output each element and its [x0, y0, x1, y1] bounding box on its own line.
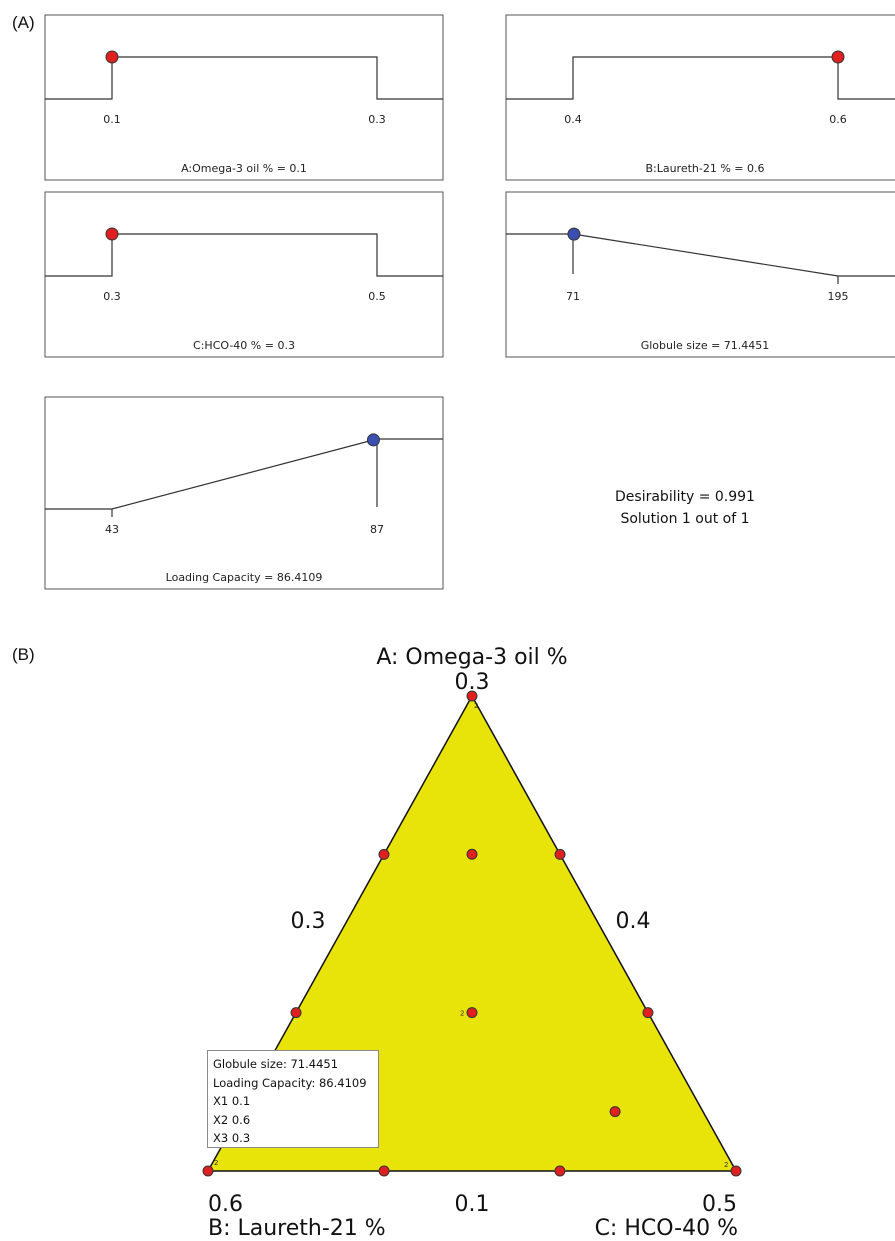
replicate-count: 2	[214, 1159, 218, 1167]
ramp-high-label: 87	[370, 523, 384, 536]
design-point	[609, 1106, 621, 1118]
vertex-a-value: 0.3	[455, 670, 490, 695]
ramp-marker	[105, 50, 119, 64]
axis-a-label: A: Omega-3 oil %	[376, 645, 567, 670]
ramp-caption: B:Laureth-21 % = 0.6	[645, 162, 764, 175]
design-point	[466, 1007, 478, 1019]
design-point	[554, 848, 566, 860]
edge-left-label: 0.3	[291, 909, 326, 934]
tooltip-x1: X1 0.1	[213, 1094, 251, 1108]
axis-c-label: C: HCO-40 %	[595, 1216, 738, 1241]
ramp-caption: C:HCO-40 % = 0.3	[193, 339, 295, 352]
ramp-box	[505, 191, 895, 358]
design-point	[730, 1165, 742, 1177]
edge-right-label: 0.4	[616, 909, 651, 934]
ramp-low-label: 71	[566, 290, 580, 303]
ramp-caption: Loading Capacity = 86.4109	[166, 571, 323, 584]
design-point	[554, 1165, 566, 1177]
desirability-value: Desirability = 0.991	[615, 489, 755, 505]
vertex-b-value: 0.6	[208, 1192, 243, 1217]
design-point	[466, 848, 478, 860]
ramp-low-label: 0.1	[103, 113, 121, 126]
replicate-count: 2	[724, 1161, 728, 1169]
design-point	[642, 1007, 654, 1019]
point-tooltip: Globule size: 71.4451 Loading Capacity: …	[207, 1050, 379, 1148]
replicate-count: 2	[460, 1010, 464, 1018]
tooltip-loading-capacity: Loading Capacity: 86.4109	[213, 1075, 367, 1090]
ramp-box	[44, 191, 444, 358]
ramp-high-label: 0.3	[368, 113, 386, 126]
ramp-high-label: 195	[828, 290, 849, 303]
edge-bottom-label: 0.1	[455, 1192, 490, 1217]
replicate-count: 2	[474, 702, 478, 710]
ramp-box	[44, 14, 444, 181]
desirability-curve	[45, 233, 443, 277]
desirability-curve	[45, 438, 443, 510]
ramp-marker	[105, 227, 119, 241]
ramp-low-label: 0.3	[103, 290, 121, 303]
ramp-marker	[831, 50, 845, 64]
ramp-high-label: 0.6	[829, 113, 847, 126]
ramp-low-label: 0.4	[564, 113, 582, 126]
panel-a-label: (A)	[12, 13, 35, 32]
desirability-curve	[506, 56, 895, 100]
ramp-box	[44, 396, 444, 590]
ramp-marker	[567, 227, 581, 241]
desirability-curve	[506, 233, 895, 277]
desirability-summary: Desirability = 0.991 Solution 1 out of 1	[580, 486, 790, 530]
solution-count: Solution 1 out of 1	[620, 511, 750, 527]
ramp-marker	[366, 433, 380, 447]
vertex-c-value: 0.5	[702, 1192, 737, 1217]
design-point	[290, 1007, 302, 1019]
ramp-box	[505, 14, 895, 181]
desirability-curve	[45, 56, 443, 100]
tooltip-x3: X3 0.3	[213, 1131, 251, 1145]
ramp-low-label: 43	[105, 523, 119, 536]
design-point	[378, 1165, 390, 1177]
design-point	[202, 1165, 214, 1177]
axis-b-label: B: Laureth-21 %	[208, 1216, 386, 1241]
tooltip-x2: X2 0.6	[213, 1112, 251, 1127]
panel-b-label: (B)	[12, 645, 35, 664]
ramp-caption: A:Omega-3 oil % = 0.1	[181, 162, 307, 175]
ramp-high-label: 0.5	[368, 290, 386, 303]
design-point	[466, 690, 478, 702]
ramp-caption: Globule size = 71.4451	[641, 339, 770, 352]
design-point	[378, 848, 390, 860]
tooltip-globule-size: Globule size: 71.4451	[213, 1057, 339, 1071]
